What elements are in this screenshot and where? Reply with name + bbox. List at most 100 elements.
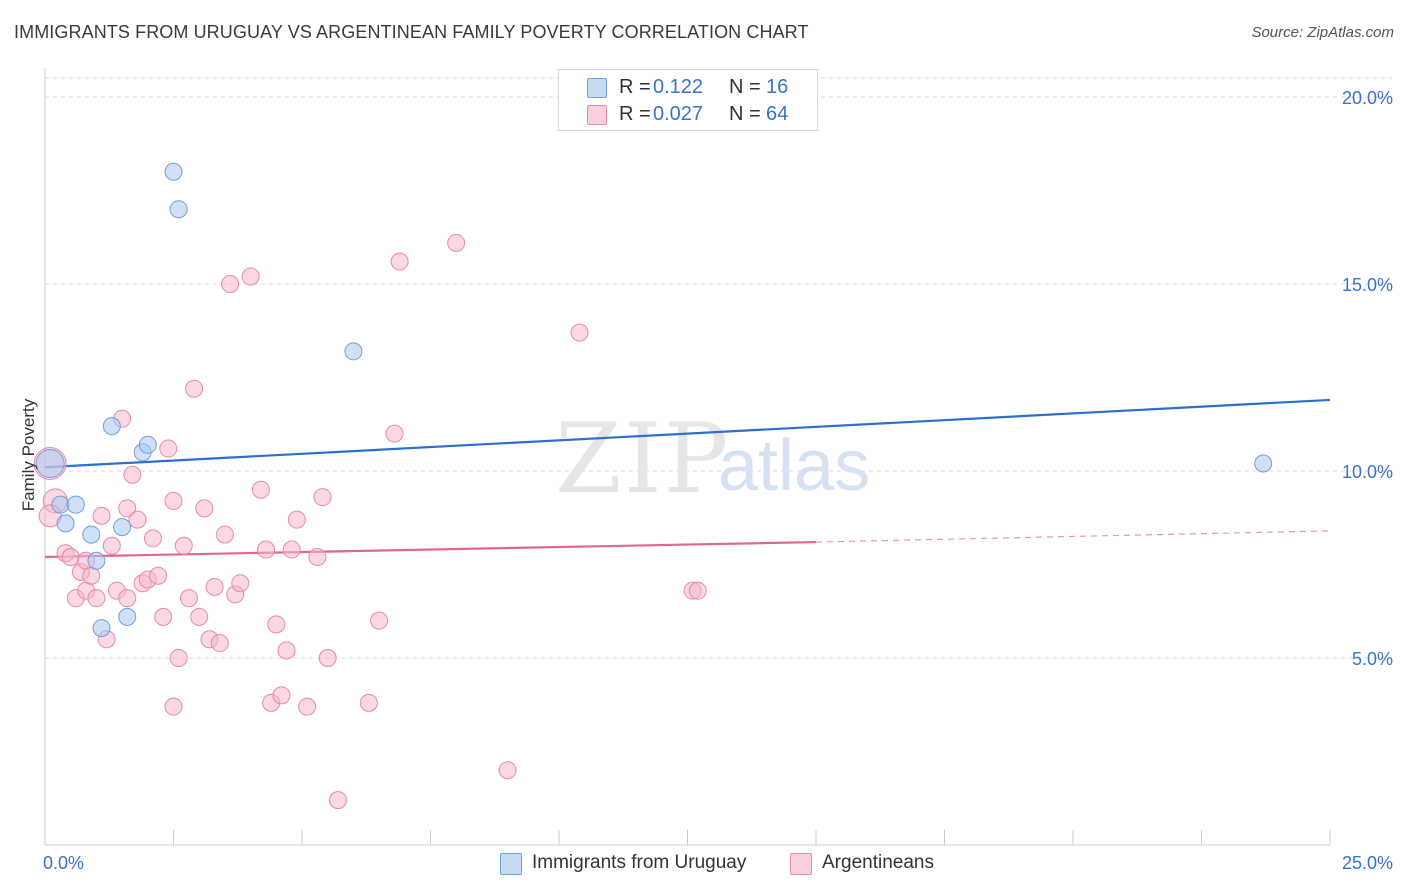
legend-swatch-argentineans <box>790 853 812 875</box>
legend-row-argentineans: R = 0.027 N = 64 <box>559 101 817 127</box>
y-axis-label: Family Poverty <box>19 398 38 511</box>
data-point <box>154 607 173 626</box>
data-point <box>328 791 347 810</box>
data-point <box>118 607 137 626</box>
legend-r-value: 0.122 <box>653 76 704 98</box>
legend-r-label: R = <box>619 76 651 98</box>
data-point <box>143 529 162 548</box>
data-point <box>241 267 260 286</box>
data-point <box>210 634 229 653</box>
chart-title: IMMIGRANTS FROM URUGUAY VS ARGENTINEAN F… <box>14 22 809 42</box>
legend-n-label: N = <box>729 76 761 98</box>
x-tick-label: 0.0% <box>43 853 84 873</box>
watermark: ZIP atlas <box>555 403 870 515</box>
data-point <box>87 589 106 608</box>
legend-r-label: R = <box>619 103 651 125</box>
legend-swatch-uruguay <box>587 78 607 98</box>
data-point <box>344 342 363 361</box>
data-point <box>87 551 106 570</box>
trend-line <box>44 540 817 559</box>
data-point <box>313 488 332 507</box>
data-point <box>370 611 389 630</box>
data-point <box>277 641 296 660</box>
legend-n-value: 16 <box>766 76 789 98</box>
x-tick-label: 25.0% <box>1342 853 1393 873</box>
data-point <box>164 162 183 181</box>
data-point <box>298 697 317 716</box>
data-point <box>190 607 209 626</box>
data-point <box>102 417 121 436</box>
data-point <box>308 548 327 567</box>
data-point <box>267 615 286 634</box>
data-point <box>164 491 183 510</box>
correlation-legend: R = 0.122 N = 16 R = 0.027 N = 64 <box>558 69 818 131</box>
data-point <box>688 581 707 600</box>
data-point <box>447 233 466 252</box>
legend-r-value: 0.027 <box>653 103 704 125</box>
data-point <box>390 252 409 271</box>
data-point <box>185 379 204 398</box>
data-point <box>498 761 517 780</box>
data-point <box>570 323 589 342</box>
y-tick-label: 5.0% <box>1352 649 1393 669</box>
data-point <box>61 548 80 567</box>
data-point <box>138 435 157 454</box>
trend-line-extrapolated <box>815 530 1331 543</box>
data-points <box>33 162 1273 810</box>
data-point <box>205 577 224 596</box>
gridlines <box>45 77 1392 659</box>
data-point <box>102 536 121 555</box>
data-point <box>92 506 111 525</box>
data-point <box>35 449 65 479</box>
data-point <box>257 540 276 559</box>
watermark-zip: ZIP <box>555 403 730 515</box>
data-point <box>318 649 337 667</box>
data-point <box>128 510 147 529</box>
legend-row-uruguay: R = 0.122 N = 16 <box>559 74 817 100</box>
data-point <box>169 649 188 667</box>
axes: 5.0% 10.0% 15.0% 20.0% 0.0% 25.0% <box>43 68 1393 873</box>
data-point <box>385 424 404 443</box>
legend-label-uruguay: Immigrants from Uruguay <box>532 852 747 873</box>
data-point <box>1254 454 1273 473</box>
data-point <box>272 686 291 705</box>
data-point <box>56 514 75 533</box>
y-tick-label: 15.0% <box>1342 275 1393 295</box>
watermark-atlas: atlas <box>718 426 870 506</box>
data-point <box>123 465 142 484</box>
data-point <box>82 566 101 585</box>
data-point <box>51 495 70 514</box>
data-point <box>118 499 137 518</box>
data-point <box>221 275 240 293</box>
y-tick-label: 20.0% <box>1342 88 1393 108</box>
data-point <box>82 525 101 544</box>
data-point <box>164 697 183 716</box>
data-point <box>169 200 188 219</box>
data-point <box>66 495 85 514</box>
data-point <box>359 693 378 712</box>
data-point <box>118 589 137 608</box>
data-point <box>113 518 132 537</box>
data-point <box>251 480 270 499</box>
legend-n-value: 64 <box>766 103 789 125</box>
data-point <box>231 574 250 593</box>
trend-lines <box>44 398 1331 559</box>
source-credit: Source: ZipAtlas.com <box>1251 24 1394 41</box>
legend-label-argentineans: Argentineans <box>822 852 934 873</box>
legend-swatch-argentineans <box>587 105 607 125</box>
data-point <box>287 510 306 529</box>
legend-n-label: N = <box>729 103 761 125</box>
data-point <box>179 589 198 608</box>
data-point <box>92 619 111 638</box>
data-point <box>215 525 234 544</box>
trend-line <box>44 398 1331 469</box>
data-point <box>195 499 214 518</box>
data-point <box>159 439 178 458</box>
axis-labels: Family Poverty <box>19 398 38 511</box>
legend-swatch-uruguay <box>500 853 522 875</box>
data-point <box>282 540 301 559</box>
y-tick-label: 10.0% <box>1342 462 1393 482</box>
data-point <box>174 536 193 555</box>
data-point <box>149 566 168 585</box>
